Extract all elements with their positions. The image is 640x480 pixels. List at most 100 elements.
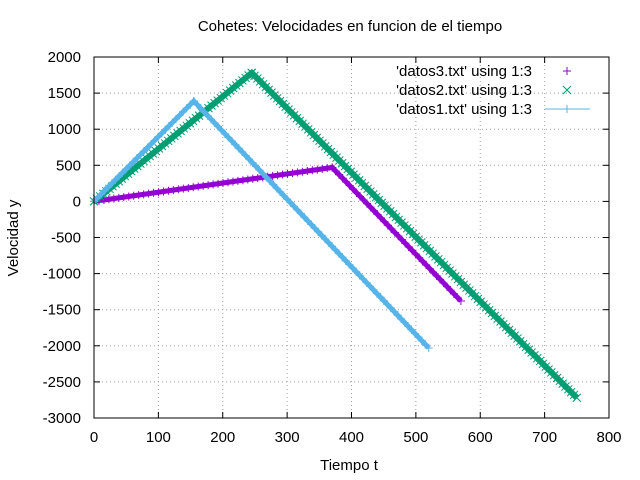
data-point (338, 174, 347, 183)
legend-marker (563, 67, 571, 75)
data-point (318, 164, 327, 173)
legend-label: 'datos2.txt' using 1:3 (396, 82, 532, 99)
data-point (143, 143, 152, 152)
data-point (164, 122, 173, 131)
data-point (204, 181, 213, 190)
data-point (390, 307, 399, 316)
data-point (179, 184, 188, 193)
data-point (286, 198, 295, 207)
data-point (393, 311, 402, 320)
data-point (394, 232, 403, 241)
data-point (298, 167, 307, 176)
data-point (251, 162, 260, 171)
data-point (228, 177, 237, 186)
data-point (359, 195, 368, 204)
data-point (122, 165, 131, 174)
y-tick-label: -500 (51, 230, 81, 247)
data-point (234, 144, 243, 153)
x-tick-label: 500 (403, 429, 428, 446)
data-point (124, 192, 133, 201)
data-point (362, 199, 371, 208)
data-point (345, 260, 354, 269)
y-tick-label: -1000 (43, 266, 81, 283)
data-point (293, 168, 302, 177)
data-point (238, 147, 247, 156)
legend-label: 'datos3.txt' using 1:3 (396, 63, 532, 80)
data-point (380, 217, 389, 226)
data-point (217, 126, 226, 135)
x-tick-label: 800 (596, 429, 621, 446)
data-point (272, 184, 281, 193)
x-tick-label: 600 (468, 429, 493, 446)
x-tick-label: 700 (532, 429, 557, 446)
series-1 (90, 163, 465, 306)
data-point (231, 140, 240, 149)
data-point (118, 168, 127, 177)
data-point (125, 161, 134, 170)
data-point (421, 340, 430, 349)
data-point (283, 169, 292, 178)
data-point (248, 174, 257, 183)
data-point (397, 314, 406, 323)
data-point (308, 166, 317, 175)
data-point (196, 104, 205, 113)
y-ticks: -3000 -2500 -2000 -1500 -1000 -500 0 500 1000 150… (43, 49, 609, 427)
data-point (255, 166, 264, 175)
y-tick-label: -2500 (43, 374, 81, 391)
data-point (207, 115, 216, 124)
data-point (349, 185, 358, 194)
data-point (418, 257, 427, 266)
data-point (245, 155, 254, 164)
data-point (114, 172, 123, 181)
y-tick-label: -1500 (43, 302, 81, 319)
data-point (422, 260, 431, 269)
data-point (134, 191, 143, 200)
data-point (182, 104, 191, 113)
data-point (233, 176, 242, 185)
data-point (184, 183, 193, 192)
data-point (219, 179, 228, 188)
y-tick-label: 0 (73, 193, 81, 210)
data-point (129, 157, 138, 166)
data-point (93, 193, 102, 202)
data-point (307, 220, 316, 229)
data-point (200, 107, 209, 116)
data-point (283, 195, 292, 204)
data-point (424, 343, 433, 352)
legend-label: 'datos1.txt' using 1:3 (396, 101, 532, 118)
data-point (356, 192, 365, 201)
data-point (425, 264, 434, 273)
x-tick-label: 300 (275, 429, 300, 446)
data-point (342, 177, 351, 186)
data-point (209, 180, 218, 189)
data-point (203, 111, 212, 120)
data-point (189, 183, 198, 192)
data-point (129, 191, 138, 200)
data-point (293, 205, 302, 214)
data-point (372, 289, 381, 298)
data-point (243, 175, 252, 184)
legend-item-3: 'datos1.txt' using 1:3 (396, 101, 590, 118)
data-point (157, 129, 166, 138)
data-point (387, 224, 396, 233)
data-point (220, 129, 229, 138)
data-point (150, 136, 159, 145)
x-tick-label: 100 (146, 429, 171, 446)
data-point (296, 209, 305, 218)
y-tick-label: -2000 (43, 338, 81, 355)
data-point (345, 181, 354, 190)
data-point (410, 329, 419, 338)
data-point (136, 150, 145, 159)
data-point (265, 176, 274, 185)
series-2 (89, 68, 582, 403)
data-point (278, 170, 287, 179)
data-point (429, 268, 438, 277)
data-point (407, 325, 416, 334)
data-point (386, 304, 395, 313)
data-point (248, 158, 257, 167)
data-point (159, 187, 168, 196)
data-point (404, 242, 413, 251)
data-point (443, 282, 452, 291)
data-point (164, 186, 173, 195)
data-point (352, 267, 361, 276)
